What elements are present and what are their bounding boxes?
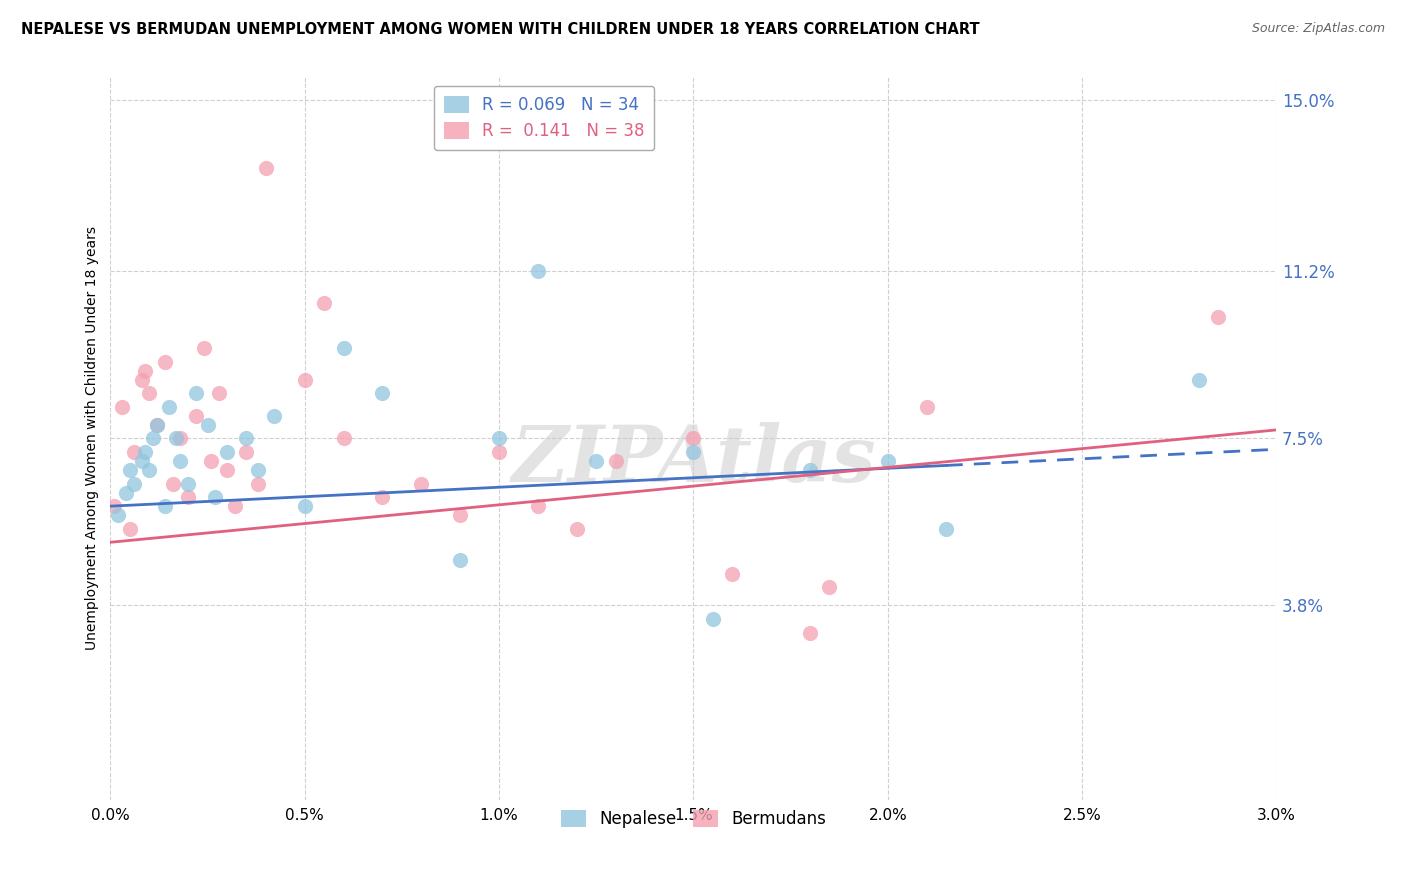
Point xyxy=(215,463,238,477)
Point xyxy=(184,409,207,423)
Point xyxy=(157,400,180,414)
Point xyxy=(224,499,246,513)
Point xyxy=(721,566,744,581)
Point xyxy=(166,432,188,446)
Point xyxy=(153,355,176,369)
Point xyxy=(527,499,550,513)
Point xyxy=(332,341,354,355)
Point xyxy=(138,463,160,477)
Point xyxy=(332,432,354,446)
Point xyxy=(314,296,336,310)
Point xyxy=(294,499,316,513)
Point xyxy=(799,463,821,477)
Point xyxy=(115,485,138,500)
Point xyxy=(527,264,550,278)
Text: ZIPAtlas: ZIPAtlas xyxy=(512,422,876,499)
Point xyxy=(818,581,841,595)
Point xyxy=(131,373,153,387)
Point xyxy=(200,454,222,468)
Point xyxy=(184,386,207,401)
Point xyxy=(134,364,156,378)
Point xyxy=(449,508,471,523)
Point xyxy=(371,386,394,401)
Point xyxy=(915,400,938,414)
Point xyxy=(204,490,226,504)
Point xyxy=(111,400,134,414)
Point xyxy=(488,432,510,446)
Point xyxy=(197,417,219,432)
Point xyxy=(605,454,627,468)
Point xyxy=(247,463,270,477)
Point xyxy=(208,386,231,401)
Point xyxy=(682,445,704,459)
Point xyxy=(118,522,141,536)
Point xyxy=(682,432,704,446)
Point xyxy=(142,432,165,446)
Point xyxy=(565,522,588,536)
Point xyxy=(169,454,191,468)
Text: NEPALESE VS BERMUDAN UNEMPLOYMENT AMONG WOMEN WITH CHILDREN UNDER 18 YEARS CORRE: NEPALESE VS BERMUDAN UNEMPLOYMENT AMONG … xyxy=(21,22,980,37)
Point xyxy=(585,454,607,468)
Point xyxy=(162,476,184,491)
Point xyxy=(118,463,141,477)
Point xyxy=(1206,310,1229,324)
Point xyxy=(449,553,471,567)
Point xyxy=(177,490,200,504)
Point xyxy=(177,476,200,491)
Point xyxy=(702,612,724,626)
Point xyxy=(235,432,257,446)
Point xyxy=(254,161,277,175)
Point xyxy=(146,417,169,432)
Point xyxy=(169,432,191,446)
Point xyxy=(876,454,898,468)
Point xyxy=(146,417,169,432)
Point xyxy=(488,445,510,459)
Point xyxy=(215,445,238,459)
Y-axis label: Unemployment Among Women with Children Under 18 years: Unemployment Among Women with Children U… xyxy=(86,227,100,650)
Point xyxy=(235,445,257,459)
Text: Source: ZipAtlas.com: Source: ZipAtlas.com xyxy=(1251,22,1385,36)
Point xyxy=(131,454,153,468)
Point xyxy=(122,476,145,491)
Point xyxy=(153,499,176,513)
Point xyxy=(247,476,270,491)
Point xyxy=(371,490,394,504)
Point xyxy=(122,445,145,459)
Point xyxy=(134,445,156,459)
Point xyxy=(294,373,316,387)
Point xyxy=(103,499,125,513)
Point xyxy=(799,625,821,640)
Point xyxy=(193,341,215,355)
Point xyxy=(138,386,160,401)
Point xyxy=(1188,373,1211,387)
Legend: Nepalese, Bermudans: Nepalese, Bermudans xyxy=(554,803,832,835)
Point xyxy=(935,522,957,536)
Point xyxy=(411,476,433,491)
Point xyxy=(263,409,285,423)
Point xyxy=(107,508,129,523)
